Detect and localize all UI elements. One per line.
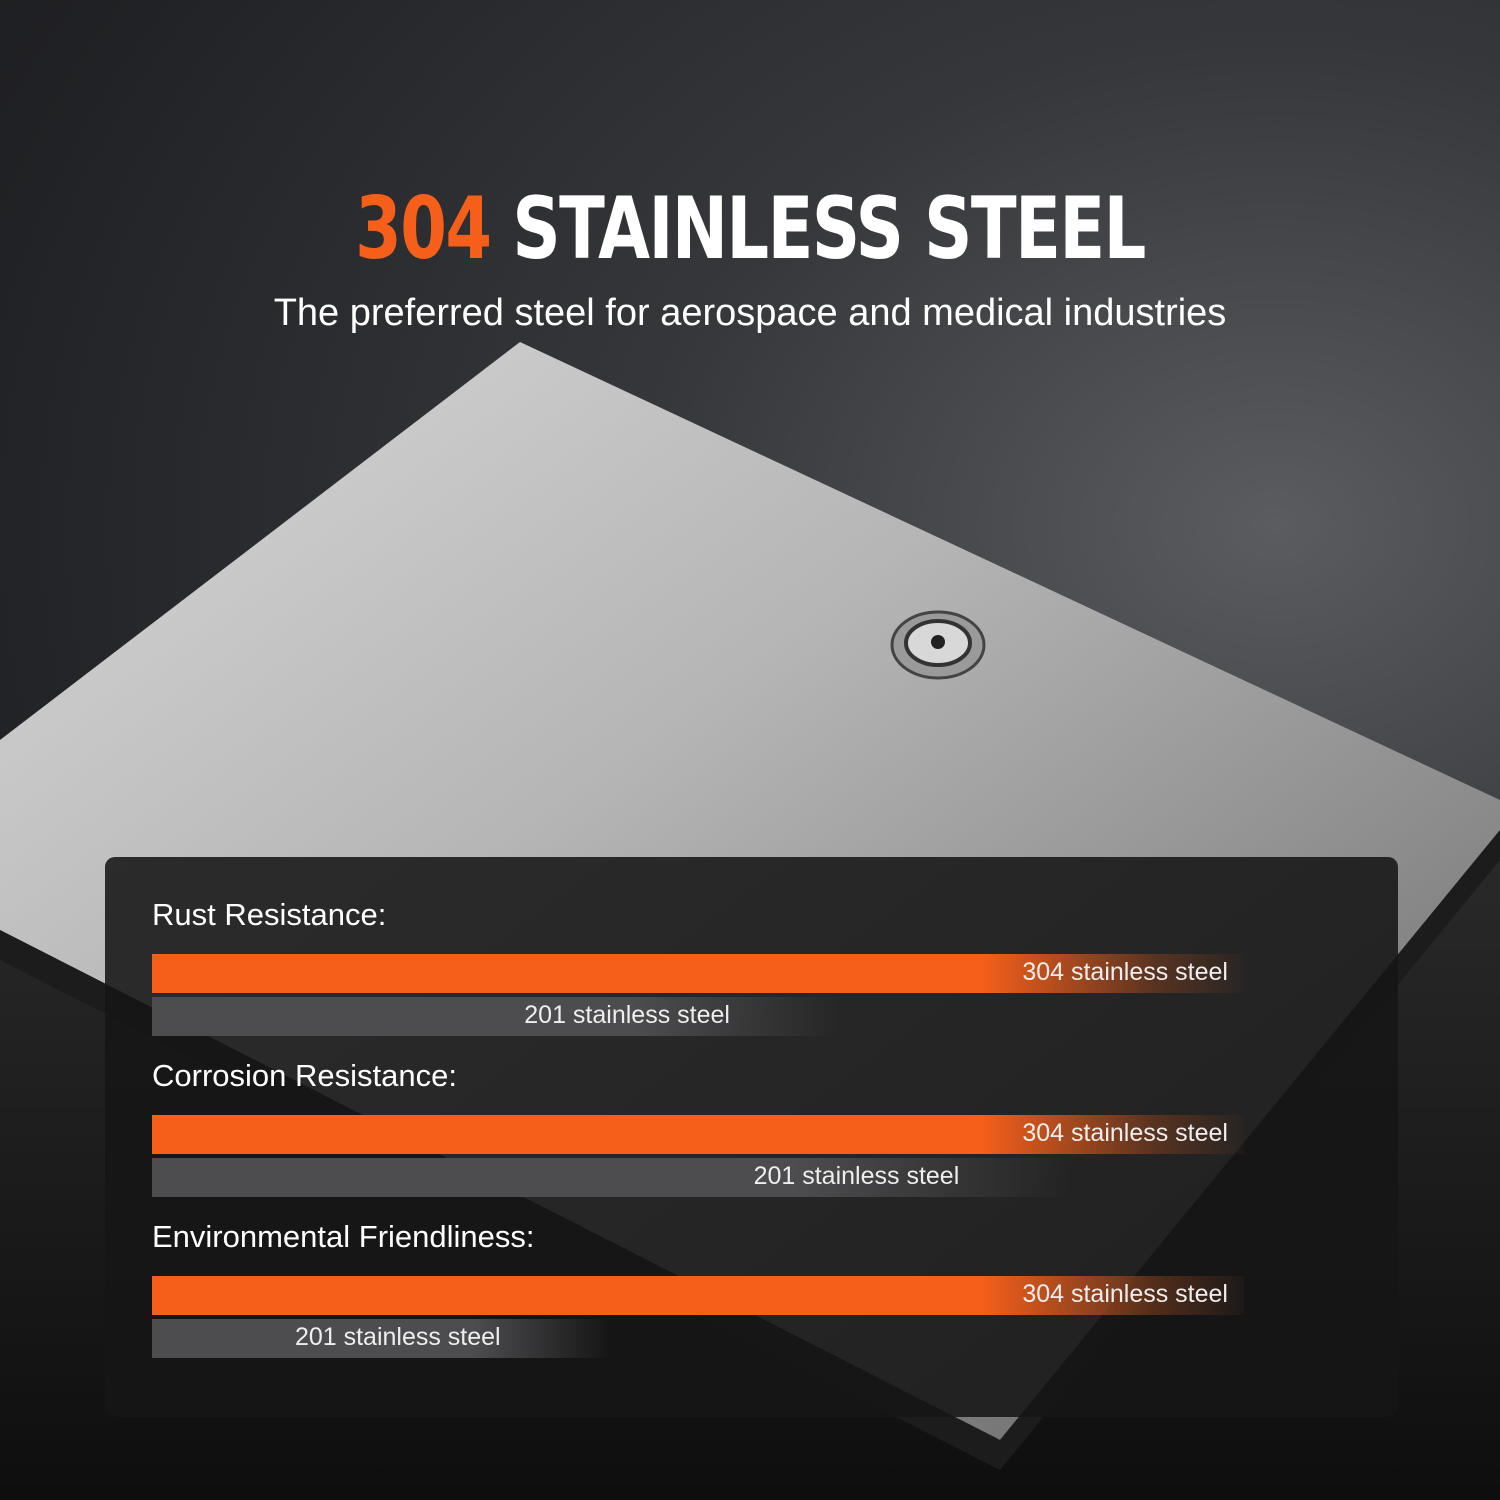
bar-201-steel: 201 stainless steel	[152, 1158, 1070, 1197]
bar-label: 304 stainless steel	[1022, 958, 1228, 986]
comparison-label: Environmental Friendliness:	[152, 1219, 535, 1254]
bar-304-steel: 304 stainless steel	[152, 1276, 1244, 1315]
subtitle: The preferred steel for aerospace and me…	[273, 292, 1227, 334]
comparison-panel: Rust Resistance: 304 stainless steel 201 s…	[105, 857, 1398, 1417]
lock-icon	[890, 610, 986, 680]
bar-201-steel: 201 stainless steel	[152, 1319, 611, 1358]
bar-label: 304 stainless steel	[1022, 1280, 1228, 1308]
bar-label: 201 stainless steel	[753, 1162, 960, 1190]
bar-label: 304 stainless steel	[1022, 1119, 1228, 1147]
bar-304-steel: 304 stainless steel	[152, 1115, 1244, 1154]
page-title: 304 STAINLESS STEEL	[165, 186, 1335, 272]
comparison-label: Rust Resistance:	[152, 897, 387, 932]
bar-label: 201 stainless steel	[524, 1001, 730, 1029]
bar-201-steel: 201 stainless steel	[152, 997, 840, 1036]
title-accent: 304	[355, 179, 492, 279]
comparison-label: Corrosion Resistance:	[152, 1058, 457, 1093]
title-rest: STAINLESS STEEL	[512, 179, 1146, 279]
bar-304-steel: 304 stainless steel	[152, 954, 1244, 993]
bar-label: 201 stainless steel	[294, 1323, 501, 1351]
